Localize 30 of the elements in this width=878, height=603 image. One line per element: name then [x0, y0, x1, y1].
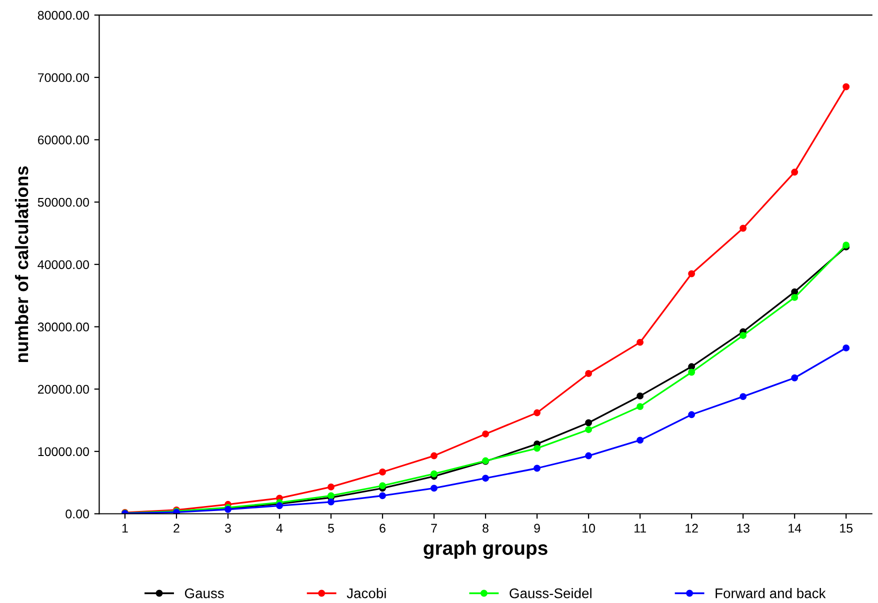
y-tick-label: 40000.00 [38, 260, 90, 270]
x-tick-label: 13 [737, 524, 750, 533]
x-tick-label: 1 [122, 524, 128, 533]
x-tick-label: 8 [482, 524, 488, 533]
y-tick-label: 30000.00 [38, 322, 90, 332]
x-tick-label: 15 [840, 524, 853, 533]
y-tick-label: 70000.00 [38, 73, 90, 82]
x-tick-label: 11 [634, 524, 646, 533]
x-tick-label: 4 [276, 524, 283, 533]
x-tick-label: 5 [328, 524, 334, 533]
x-axis-title: graph groups [424, 540, 548, 559]
legend-label: Gauss [184, 588, 224, 598]
y-tick-label: 50000.00 [38, 198, 90, 207]
x-tick-label: 3 [224, 524, 231, 533]
x-tick-label: 10 [582, 524, 596, 533]
y-tick-label: 10000.00 [38, 447, 90, 456]
legend-label: Forward and back [716, 588, 826, 598]
x-tick-label: 2 [174, 524, 180, 533]
x-tick-label: 7 [431, 524, 437, 533]
x-tick-label: 14 [788, 524, 802, 533]
y-tick-label: 60000.00 [38, 136, 90, 144]
y-axis-title: number of calculations [14, 166, 28, 362]
x-tick-label: 12 [686, 524, 698, 533]
y-tick-label: 80000.00 [38, 10, 90, 20]
y-tick-label: 0.00 [66, 510, 90, 518]
x-tick-label: 9 [534, 524, 540, 533]
legend-label: Jacobi [346, 588, 386, 598]
y-tick-label: 20000.00 [38, 384, 90, 394]
x-tick-label: 6 [380, 524, 386, 533]
legend-label: Gauss-Seidel [510, 588, 592, 598]
